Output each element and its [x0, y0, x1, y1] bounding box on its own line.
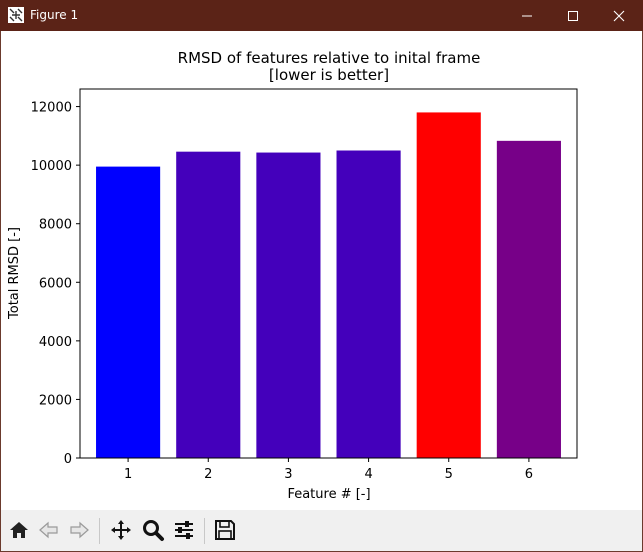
bar-feature-5 — [416, 112, 481, 458]
bar-feature-4 — [336, 150, 401, 458]
y-tick-label: 10000 — [31, 159, 72, 174]
maximize-icon — [568, 10, 578, 21]
home-icon — [10, 522, 28, 538]
x-axis-label: Feature # [-] — [287, 487, 370, 502]
y-tick-label: 8000 — [39, 218, 72, 233]
forward-icon — [70, 521, 89, 539]
configure-subplots-icon — [175, 521, 193, 539]
configure-subplots-button[interactable] — [170, 516, 198, 544]
bar-feature-1 — [96, 166, 161, 458]
back-icon — [39, 521, 58, 539]
zoom-button[interactable] — [139, 516, 167, 544]
bar-feature-3 — [256, 152, 321, 459]
window-title: Figure 1 — [30, 8, 79, 22]
close-button[interactable] — [596, 0, 642, 31]
y-axis-ticks: 0 2000 4000 6000 8000 10000 12000 — [31, 101, 80, 467]
close-icon — [613, 10, 625, 21]
y-tick-label: 6000 — [39, 276, 72, 291]
save-icon — [215, 520, 235, 540]
window-titlebar: Figure 1 — [0, 0, 643, 31]
back-button[interactable] — [35, 516, 63, 544]
figure-app-icon — [8, 7, 24, 23]
minimize-icon — [522, 15, 532, 16]
bar-feature-2 — [176, 151, 241, 458]
navigation-toolbar — [0, 510, 643, 552]
bars-layer — [96, 112, 561, 459]
bar-feature-6 — [496, 140, 561, 458]
toolbar-separator — [99, 518, 100, 544]
maximize-button[interactable] — [550, 0, 596, 31]
y-tick-label: 12000 — [31, 101, 72, 116]
chart-title: RMSD of features relative to inital fram… — [178, 49, 481, 67]
figure-canvas[interactable]: RMSD of features relative to inital fram… — [0, 31, 643, 510]
x-axis-ticks: 1 2 3 4 5 6 — [124, 458, 533, 482]
chart-subtitle: [lower is better] — [269, 66, 389, 84]
x-tick-label: 2 — [204, 467, 212, 482]
minimize-button[interactable] — [504, 0, 550, 31]
zoom-icon — [143, 520, 164, 541]
x-tick-label: 3 — [284, 467, 292, 482]
x-tick-label: 1 — [124, 467, 132, 482]
x-tick-label: 5 — [445, 467, 453, 482]
pan-button[interactable] — [107, 516, 135, 544]
bar-chart: RMSD of features relative to inital fram… — [7, 49, 578, 502]
y-tick-label: 2000 — [39, 393, 72, 408]
y-tick-label: 0 — [64, 452, 72, 467]
x-tick-label: 4 — [364, 467, 372, 482]
home-button[interactable] — [5, 516, 33, 544]
x-tick-label: 6 — [525, 467, 533, 482]
toolbar-separator — [204, 518, 205, 544]
pan-icon — [111, 520, 131, 540]
axes-frame — [79, 88, 578, 459]
y-axis-label: Total RMSD [-] — [7, 227, 22, 320]
forward-button[interactable] — [65, 516, 93, 544]
save-button[interactable] — [211, 516, 239, 544]
y-tick-label: 4000 — [39, 335, 72, 350]
